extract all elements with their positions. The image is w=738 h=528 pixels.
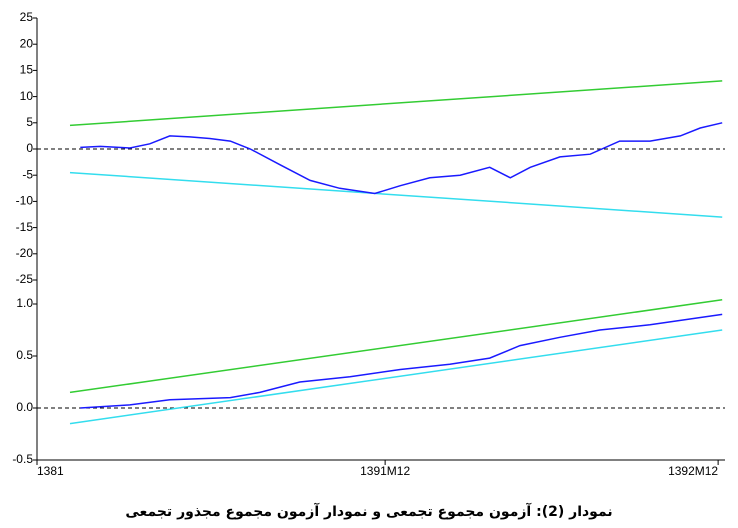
y-tick-label: -10	[16, 194, 34, 208]
y-tick-label: -5	[22, 167, 33, 181]
y-tick-label: 15	[20, 63, 34, 77]
y-tick-label: -25	[16, 272, 34, 286]
x-tick-label: 1381	[37, 464, 64, 478]
series-line	[69, 80, 723, 127]
y-tick-label: 25	[20, 10, 34, 24]
series-line	[69, 299, 723, 394]
y-tick-label: -20	[16, 246, 34, 260]
x-tick-label: 1391M12	[360, 464, 410, 478]
y-tick-label: 10	[20, 89, 34, 103]
caption: نمودار (2): آزمون مجموع تجمعی و نمودار آ…	[125, 502, 612, 520]
y-tick-label: 0	[26, 141, 33, 155]
x-tick-label: 1392M12	[668, 464, 718, 478]
y-tick-label: -0.5	[12, 452, 33, 466]
y-tick-label: 0.0	[16, 400, 33, 414]
y-tick-label: 0.5	[16, 348, 33, 362]
series-line	[80, 122, 723, 195]
y-tick-label: 5	[26, 115, 33, 129]
y-tick-label: -15	[16, 220, 34, 234]
y-tick-label: 20	[20, 36, 34, 50]
series-line	[80, 313, 723, 409]
y-tick-label: 1.0	[16, 296, 33, 310]
series-line	[69, 329, 723, 425]
series-line	[69, 171, 723, 218]
